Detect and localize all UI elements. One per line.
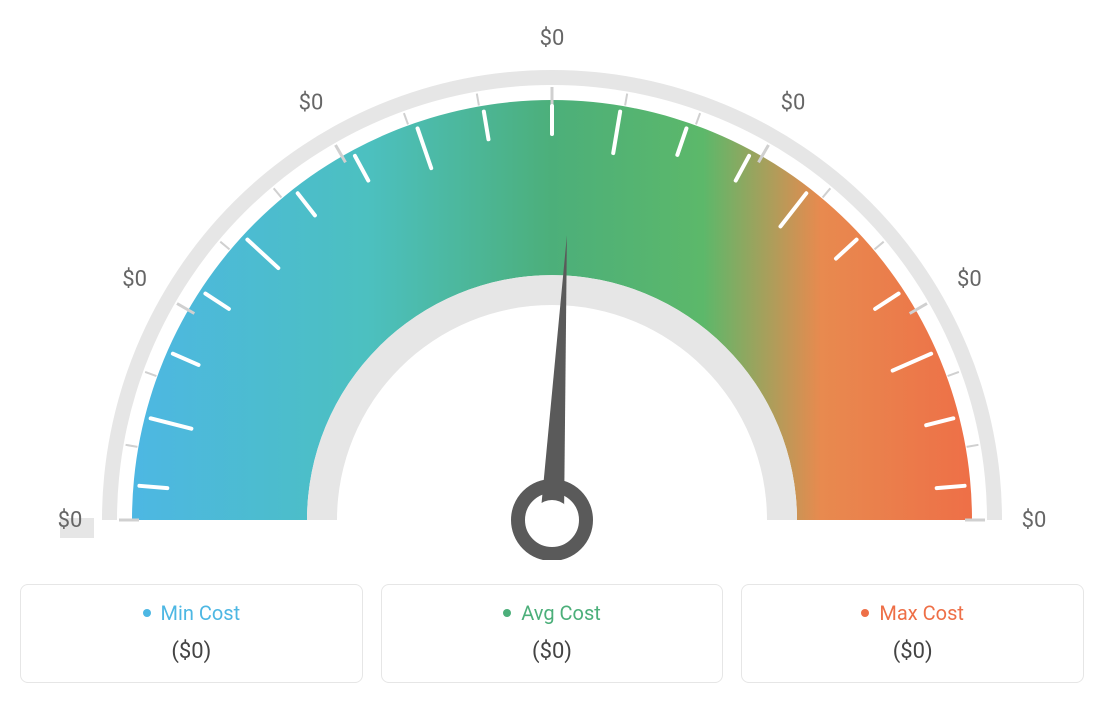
- gauge-svg: $0 $0 $0 $0 $0 $0 $0: [20, 20, 1084, 560]
- svg-text:$0: $0: [1022, 508, 1047, 533]
- legend-title-avg: Avg Cost: [503, 601, 601, 625]
- legend-label-min: Min Cost: [161, 601, 241, 625]
- svg-text:$0: $0: [58, 508, 83, 533]
- legend-value-min: ($0): [31, 639, 352, 664]
- legend-dot-max: [861, 609, 869, 617]
- svg-text:$0: $0: [540, 26, 565, 51]
- legend-card-max: Max Cost ($0): [741, 584, 1084, 683]
- legend-card-min: Min Cost ($0): [20, 584, 363, 683]
- svg-text:$0: $0: [781, 91, 806, 116]
- svg-text:$0: $0: [957, 267, 982, 292]
- legend-card-avg: Avg Cost ($0): [381, 584, 724, 683]
- legend-title-max: Max Cost: [861, 601, 964, 625]
- legend-dot-min: [143, 609, 151, 617]
- legend-row: Min Cost ($0) Avg Cost ($0) Max Cost ($0…: [20, 584, 1084, 683]
- legend-label-avg: Avg Cost: [521, 601, 601, 625]
- legend-value-avg: ($0): [392, 639, 713, 664]
- gauge-chart: $0 $0 $0 $0 $0 $0 $0: [20, 20, 1084, 560]
- legend-label-max: Max Cost: [879, 601, 964, 625]
- svg-text:$0: $0: [122, 267, 147, 292]
- legend-title-min: Min Cost: [143, 601, 241, 625]
- legend-dot-avg: [503, 609, 511, 617]
- svg-text:$0: $0: [299, 91, 324, 116]
- legend-value-max: ($0): [752, 639, 1073, 664]
